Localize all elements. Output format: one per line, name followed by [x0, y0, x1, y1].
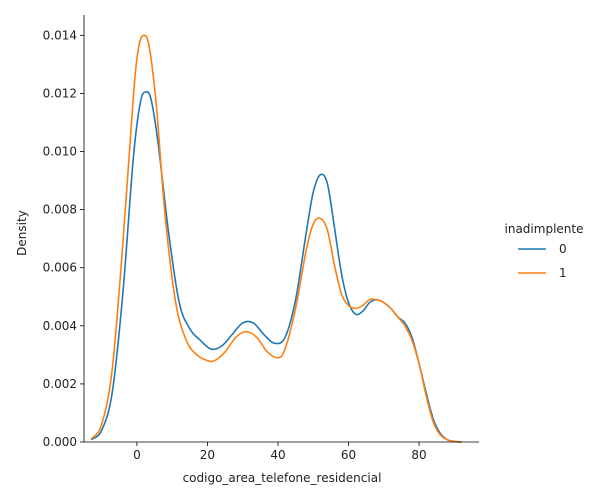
legend-title: inadimplente	[505, 222, 584, 236]
y-tick-label: 0.010	[43, 145, 77, 159]
x-axis-label: codigo_area_telefone_residencial	[183, 471, 382, 485]
y-tick-label: 0.012	[43, 86, 77, 100]
x-tick-label: 20	[200, 448, 215, 462]
y-tick-label: 0.006	[43, 261, 77, 275]
kde-line-1	[90, 34, 462, 443]
x-tick-label: 0	[133, 448, 141, 462]
x-tick-label: 60	[341, 448, 356, 462]
y-tick-label: 0.008	[43, 203, 77, 217]
y-tick-label: 0.014	[43, 28, 77, 42]
legend-label-0: 0	[559, 242, 567, 256]
x-axis-ticks: 0 20 40 60 80	[133, 442, 427, 462]
plot-area	[90, 34, 462, 443]
y-axis-label: Density	[15, 210, 29, 256]
legend: inadimplente 0 1	[505, 222, 584, 280]
y-tick-label: 0.002	[43, 377, 77, 391]
x-tick-label: 80	[411, 448, 426, 462]
y-axis-ticks: 0.000 0.002 0.004 0.006 0.008 0.010 0.012 0.014	[43, 28, 84, 449]
legend-label-1: 1	[559, 266, 567, 280]
kde-line-0	[90, 90, 462, 443]
y-tick-label: 0.004	[43, 319, 77, 333]
y-tick-label: 0.000	[43, 435, 77, 449]
x-tick-label: 40	[270, 448, 285, 462]
